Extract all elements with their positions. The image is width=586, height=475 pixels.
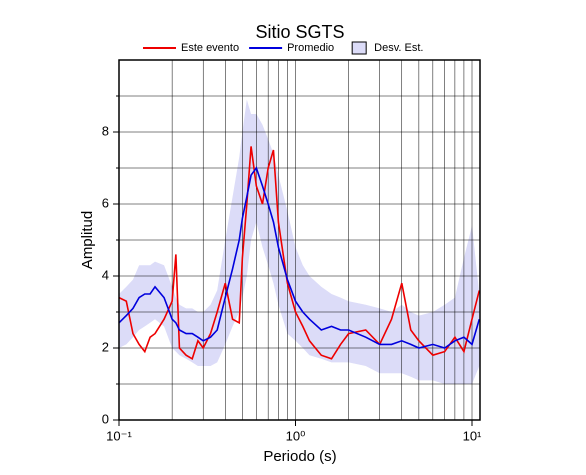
y-tick-label: 8	[102, 123, 109, 138]
legend-label: Desv. Est.	[374, 42, 423, 54]
legend-swatch	[351, 41, 367, 55]
y-tick-label: 6	[102, 195, 109, 210]
series-line	[118, 146, 481, 360]
y-tick-label: 2	[102, 339, 109, 354]
chart-title: Sitio SGTS	[255, 22, 344, 42]
y-axis-label: Amplitud	[79, 211, 96, 269]
y-tick-label: 4	[102, 267, 109, 282]
legend-label: Este evento	[181, 42, 239, 54]
series-line	[118, 166, 481, 349]
legend-label: Promedio	[287, 42, 334, 54]
x-tick-label: 10⁰	[286, 428, 306, 443]
x-tick-label: 10⁻¹	[106, 428, 132, 443]
x-axis-label: Periodo (s)	[263, 448, 336, 465]
std-band	[119, 99, 480, 384]
x-tick-label: 10¹	[463, 428, 482, 443]
y-tick-label: 0	[102, 411, 109, 426]
